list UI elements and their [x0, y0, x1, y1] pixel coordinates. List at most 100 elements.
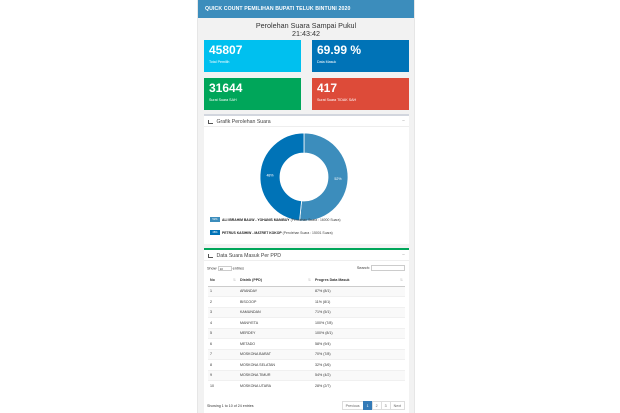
- column-header-no[interactable]: No ⇅: [208, 275, 238, 287]
- table-controls: Show 10 entries Search:: [204, 261, 409, 275]
- table-icon: [208, 253, 213, 258]
- legend-badge: 48%: [210, 230, 220, 235]
- slice-label: 48%: [266, 173, 274, 177]
- sort-icon: ⇅: [307, 278, 311, 282]
- cell-progres: 28% (2/7): [313, 380, 405, 391]
- cell-progres: 71% (5/1): [313, 306, 405, 318]
- tile-value: 417: [317, 81, 338, 95]
- cell-no: 10: [208, 380, 238, 391]
- cell-distrik: MOSKONA TIMUR: [238, 369, 313, 381]
- sort-icon: ⇅: [399, 278, 403, 282]
- tile-total-pemilih: 45807 Total Pemilih: [204, 40, 301, 72]
- legend-name: ALI IBRAHIM BAUW - YOHANIS MANIBUY: [222, 217, 290, 222]
- app-title: QUICK COUNT PEMILIHAN BUPATI TELUK BINTU…: [205, 6, 351, 12]
- sort-icon: ⇅: [232, 278, 236, 282]
- table-box: Data Suara Masuk Per PPD − Show 10 entri…: [204, 248, 409, 413]
- slice-label: 52%: [334, 177, 342, 181]
- chart-box-header: Grafik Perolehan Suara −: [204, 116, 409, 127]
- search-input[interactable]: [371, 265, 405, 271]
- cell-distrik: MOSKONA BARAT: [238, 348, 313, 360]
- chart-box: Grafik Perolehan Suara − 52% 48% 52% ALI …: [204, 114, 409, 244]
- cell-progres: 32% (3/6): [313, 359, 405, 370]
- entries-label: entries: [232, 266, 245, 271]
- pagination-previous[interactable]: Previous: [341, 401, 364, 410]
- table-box-title: Data Suara Masuk Per PPD: [216, 253, 282, 259]
- cell-distrik: MOSKONA UTARA: [238, 380, 313, 391]
- table-info: Showing 1 to 10 of 24 entries: [207, 404, 254, 408]
- legend-item: 52% ALI IBRAHIM BAUW - YOHANIS MANIBUY (…: [210, 216, 341, 223]
- cell-distrik: KAMUNDAN: [238, 306, 313, 318]
- tile-value: 45807: [209, 43, 243, 57]
- clock-time: 21:43:42: [292, 29, 320, 38]
- tile-label: Surat Suara SAH: [209, 98, 237, 102]
- table-row: 1 ARANDAY 87% (8/1): [208, 285, 405, 297]
- cell-progres: 58% (9/4): [313, 338, 405, 349]
- cell-progres: 100% (8/1): [313, 327, 405, 339]
- stat-tiles: 45807 Total Pemilih 69.99 % Data Masuk 3…: [198, 40, 414, 114]
- collapse-button[interactable]: −: [402, 118, 405, 124]
- app-header: QUICK COUNT PEMILIHAN BUPATI TELUK BINTU…: [198, 0, 414, 18]
- table-row: 9 MOSKONA TIMUR 54% (4/2): [208, 369, 405, 381]
- cell-distrik: MERDEY: [238, 327, 313, 339]
- search-label: Search:: [356, 266, 370, 270]
- table-row: 6 METADO 58% (9/4): [208, 338, 405, 349]
- cell-no: 7: [208, 348, 238, 360]
- chart-legend: 52% ALI IBRAHIM BAUW - YOHANIS MANIBUY (…: [210, 216, 341, 242]
- cell-progres: 54% (4/2): [313, 369, 405, 381]
- table-footer: Showing 1 to 10 of 24 entries Previous 1…: [207, 401, 405, 411]
- pagination: Previous 1 2 3 Next: [341, 401, 405, 410]
- cell-no: 3: [208, 306, 238, 318]
- legend-item: 48% PETRUS KASIHIW - MATRET KOKOP (Perol…: [210, 229, 341, 236]
- pagination-next[interactable]: Next: [389, 401, 405, 410]
- legend-votes: (Perolehan Suara : 16000 Suara): [290, 217, 341, 222]
- chart-box-title: Grafik Perolehan Suara: [216, 119, 271, 125]
- table-header-row: No ⇅ Distrik (PPD) ⇅ Progres Data Masuk ⇅: [208, 275, 405, 287]
- table-row: 2 BISCOOP 11% (8/1): [208, 296, 405, 307]
- cell-no: 8: [208, 359, 238, 370]
- search-control: Search:: [357, 265, 405, 271]
- cell-distrik: ARANDAY: [238, 285, 313, 297]
- cell-no: 9: [208, 369, 238, 381]
- donut-slice[interactable]: [299, 132, 349, 222]
- tile-label: Total Pemilih: [209, 60, 230, 64]
- clock-label: Perolehan Suara Sampai Pukul: [255, 21, 357, 30]
- bar-chart-icon: [208, 119, 213, 124]
- table-row: 5 MERDEY 100% (8/1): [208, 327, 405, 339]
- tile-value: 69.99 %: [317, 43, 362, 57]
- table-row: 10 MOSKONA UTARA 28% (2/7): [208, 380, 405, 391]
- cell-distrik: BISCOOP: [238, 296, 313, 307]
- cell-no: 6: [208, 338, 238, 349]
- cell-no: 4: [208, 317, 238, 328]
- collapse-button[interactable]: −: [402, 252, 405, 258]
- entries-select[interactable]: 10: [217, 266, 232, 271]
- donut-chart: 52% 48%: [259, 132, 349, 222]
- tile-value: 31644: [209, 81, 243, 95]
- legend-name: PETRUS KASIHIW - MATRET KOKOP: [222, 230, 282, 235]
- donut-slice[interactable]: [259, 132, 305, 222]
- cell-distrik: METADO: [238, 338, 313, 349]
- table-row: 3 KAMUNDAN 71% (5/1): [208, 306, 405, 318]
- ppd-table: No ⇅ Distrik (PPD) ⇅ Progres Data Masuk ⇅ 1…: [208, 275, 405, 391]
- cell-progres: 100% (7/8): [313, 317, 405, 328]
- tile-suara-tidak-sah: 417 Surat Suara TIDAK SAH: [312, 78, 409, 110]
- tile-label: Data Masuk: [317, 60, 337, 64]
- clock-panel: Perolehan Suara Sampai Pukul 21:43:42: [198, 18, 414, 40]
- cell-progres: 70% (7/8): [313, 348, 405, 360]
- cell-no: 5: [208, 327, 238, 339]
- cell-progres: 87% (8/1): [313, 285, 405, 297]
- cell-progres: 11% (8/1): [313, 296, 405, 307]
- column-header-progres[interactable]: Progres Data Masuk ⇅: [313, 275, 405, 287]
- legend-badge: 52%: [210, 217, 220, 222]
- show-label: Show: [207, 266, 217, 271]
- cell-no: 1: [208, 285, 238, 297]
- table-box-header: Data Suara Masuk Per PPD −: [204, 250, 409, 261]
- tile-label: Surat Suara TIDAK SAH: [317, 98, 357, 102]
- table-row: 4 MANIYETA 100% (7/8): [208, 317, 405, 328]
- cell-distrik: MANIYETA: [238, 317, 313, 328]
- app-frame: QUICK COUNT PEMILIHAN BUPATI TELUK BINTU…: [197, 0, 415, 413]
- cell-distrik: MOSKONA SELATAN: [238, 359, 313, 370]
- table-row: 8 MOSKONA SELATAN 32% (3/6): [208, 359, 405, 370]
- donut-svg: 52% 48%: [259, 132, 349, 222]
- column-header-distrik[interactable]: Distrik (PPD) ⇅: [238, 275, 313, 287]
- tile-suara-sah: 31644 Surat Suara SAH: [204, 78, 301, 110]
